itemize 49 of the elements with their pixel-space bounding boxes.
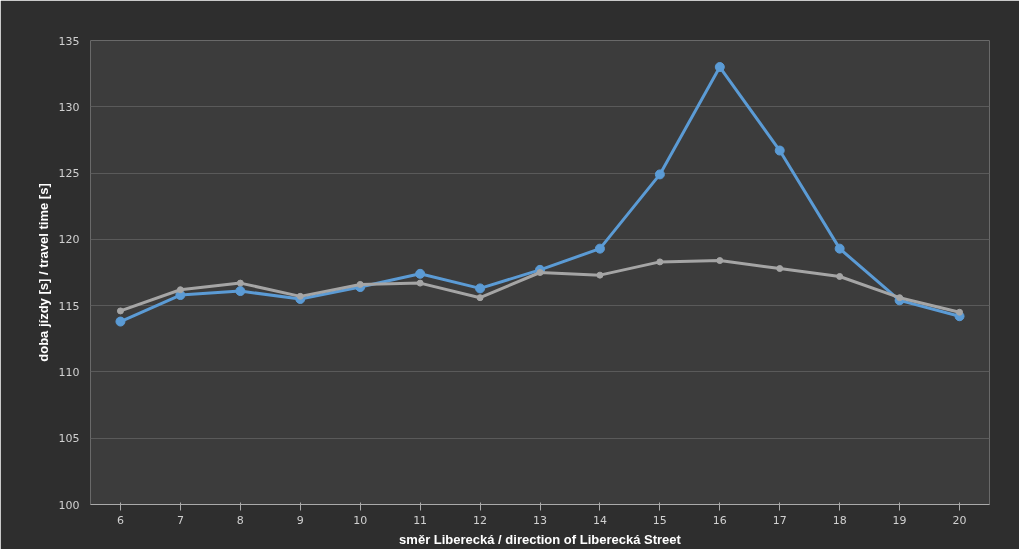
x-tick-label: 19 <box>892 513 907 527</box>
point <box>836 272 844 280</box>
y-tick-label: 105 <box>58 432 80 446</box>
x-tick-label: 12 <box>473 513 488 527</box>
y-tick-label: 135 <box>58 34 80 48</box>
x-tick-label: 8 <box>236 513 244 527</box>
point <box>116 307 124 315</box>
point <box>716 257 724 265</box>
x-tick-label: 15 <box>652 513 667 527</box>
x-tick-label: 9 <box>296 513 304 527</box>
x-tick-label: 13 <box>533 513 547 527</box>
point <box>834 243 845 254</box>
x-axis-title: směr Liberecká / direction of Liberecká Street <box>399 531 682 547</box>
point <box>296 292 304 300</box>
y-tick-label: 110 <box>58 365 80 379</box>
point <box>416 279 424 287</box>
point <box>475 283 486 294</box>
point <box>476 294 484 302</box>
point <box>176 286 184 294</box>
point <box>714 62 725 73</box>
point <box>956 308 964 316</box>
x-tick-label: 6 <box>116 513 124 527</box>
x-tick-label: 16 <box>712 513 727 527</box>
point <box>776 265 784 273</box>
point <box>236 279 244 287</box>
point <box>235 286 246 297</box>
x-tick-label: 18 <box>832 513 847 527</box>
point <box>656 258 664 266</box>
y-tick-label: 130 <box>58 100 80 114</box>
point <box>115 316 126 327</box>
x-tick-label: 11 <box>413 513 428 527</box>
x-tick-label: 14 <box>592 513 607 527</box>
x-tick-label: 17 <box>772 513 787 527</box>
point <box>594 243 605 254</box>
y-tick-label: 125 <box>58 167 80 181</box>
x-tick-label: 20 <box>952 513 967 527</box>
point <box>654 169 665 180</box>
point <box>774 145 785 156</box>
point <box>596 271 604 279</box>
x-tick-label: 7 <box>176 513 184 527</box>
point <box>896 294 904 302</box>
x-tick-label: 10 <box>353 513 368 527</box>
y-axis-title: doba jízdy [s] / travel time [s] <box>35 183 51 362</box>
y-tick-label: 120 <box>58 233 80 247</box>
y-tick-label: 115 <box>58 299 80 313</box>
point <box>356 280 364 288</box>
point <box>536 269 544 276</box>
y-tick-label: 100 <box>58 498 80 512</box>
point <box>415 268 426 279</box>
